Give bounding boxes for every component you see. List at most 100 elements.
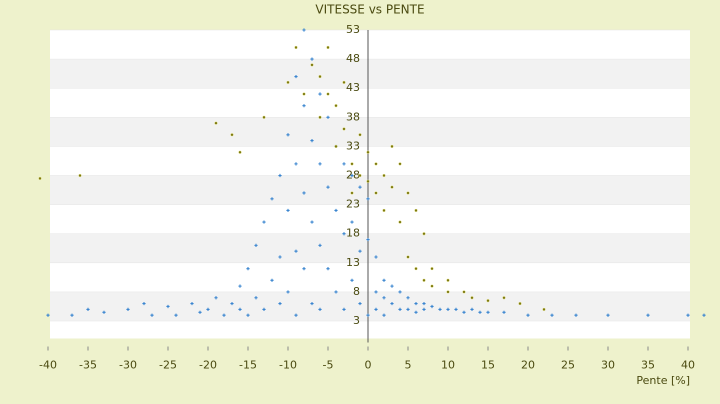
data-point	[310, 57, 314, 61]
x-tick-label: 30	[601, 359, 615, 372]
data-point	[286, 133, 290, 137]
y-tick-label: 18	[346, 227, 360, 240]
data-point	[462, 290, 466, 294]
data-point	[518, 301, 522, 306]
x-tick-label: -40	[39, 359, 57, 372]
y-tick-label: 53	[346, 23, 360, 36]
data-point	[454, 307, 458, 311]
data-point	[374, 307, 378, 311]
data-point	[102, 310, 106, 314]
data-point	[302, 191, 306, 195]
data-point	[470, 296, 474, 300]
data-point	[406, 191, 410, 195]
data-point	[70, 313, 74, 317]
grid-band	[50, 291, 690, 322]
data-point	[318, 243, 322, 247]
data-point	[390, 284, 394, 288]
data-point	[262, 307, 266, 311]
data-point	[438, 307, 442, 311]
x-tick-label: -10	[279, 359, 297, 372]
data-point	[310, 138, 314, 143]
x-tick-label: 20	[521, 359, 535, 372]
data-point	[358, 301, 362, 306]
data-point	[38, 176, 42, 181]
data-point	[398, 307, 402, 311]
data-point	[230, 301, 234, 306]
x-tick-label: -5	[323, 359, 334, 372]
data-point	[342, 80, 346, 84]
data-point	[302, 267, 306, 271]
data-point	[326, 115, 330, 119]
data-point	[502, 310, 506, 314]
y-tick-label: 8	[353, 285, 360, 298]
data-point	[382, 296, 386, 300]
data-point	[366, 313, 370, 317]
data-point	[366, 197, 370, 201]
data-point	[190, 301, 194, 306]
data-point	[238, 150, 242, 154]
data-point	[174, 313, 178, 317]
x-tick-label: -20	[199, 359, 217, 372]
data-point	[478, 310, 482, 314]
data-point	[358, 249, 362, 253]
data-point	[342, 307, 346, 311]
data-point	[294, 313, 298, 317]
data-point	[350, 278, 354, 282]
x-tick-label: 25	[561, 359, 575, 372]
data-point	[430, 304, 434, 309]
data-point	[358, 133, 362, 137]
data-point	[318, 92, 322, 96]
data-point	[446, 307, 450, 311]
data-point	[350, 191, 354, 195]
x-axis-label: Pente [%]	[636, 374, 690, 387]
data-point	[374, 191, 378, 195]
data-point	[334, 144, 338, 149]
data-point	[78, 173, 82, 178]
data-point	[390, 144, 394, 149]
data-point	[86, 307, 90, 311]
data-point	[326, 45, 330, 50]
data-point	[422, 301, 426, 306]
data-point	[318, 307, 322, 311]
data-point	[334, 290, 338, 294]
data-point	[350, 173, 354, 178]
data-point	[198, 310, 202, 314]
data-point	[350, 162, 354, 166]
data-point	[446, 290, 450, 294]
x-tick-label: -35	[79, 359, 97, 372]
data-point	[398, 162, 402, 166]
data-point	[222, 313, 226, 317]
data-point	[46, 313, 50, 317]
y-tick-label: 23	[346, 198, 360, 211]
data-point	[310, 220, 314, 224]
data-point	[318, 162, 322, 166]
data-point	[366, 179, 370, 183]
data-point	[414, 310, 418, 314]
data-point	[414, 208, 418, 213]
data-point	[470, 307, 474, 311]
y-tick-label: 13	[346, 256, 360, 269]
data-point	[294, 162, 298, 166]
data-point	[414, 267, 418, 271]
data-point	[150, 313, 154, 317]
data-point	[166, 304, 170, 309]
data-point	[358, 185, 362, 189]
data-point	[238, 307, 242, 311]
grid-band	[50, 175, 690, 205]
data-point	[486, 299, 490, 303]
data-point	[702, 313, 706, 317]
data-point	[294, 74, 298, 79]
y-tick-label: 43	[346, 81, 360, 94]
data-point	[214, 121, 218, 125]
data-point	[342, 232, 346, 236]
data-point	[502, 296, 506, 300]
data-point	[286, 290, 290, 294]
data-point	[334, 208, 338, 213]
data-point	[606, 313, 610, 317]
data-point	[302, 104, 306, 108]
data-point	[246, 313, 250, 317]
data-point	[262, 220, 266, 224]
data-point	[686, 313, 690, 317]
x-tick-label: -25	[159, 359, 177, 372]
